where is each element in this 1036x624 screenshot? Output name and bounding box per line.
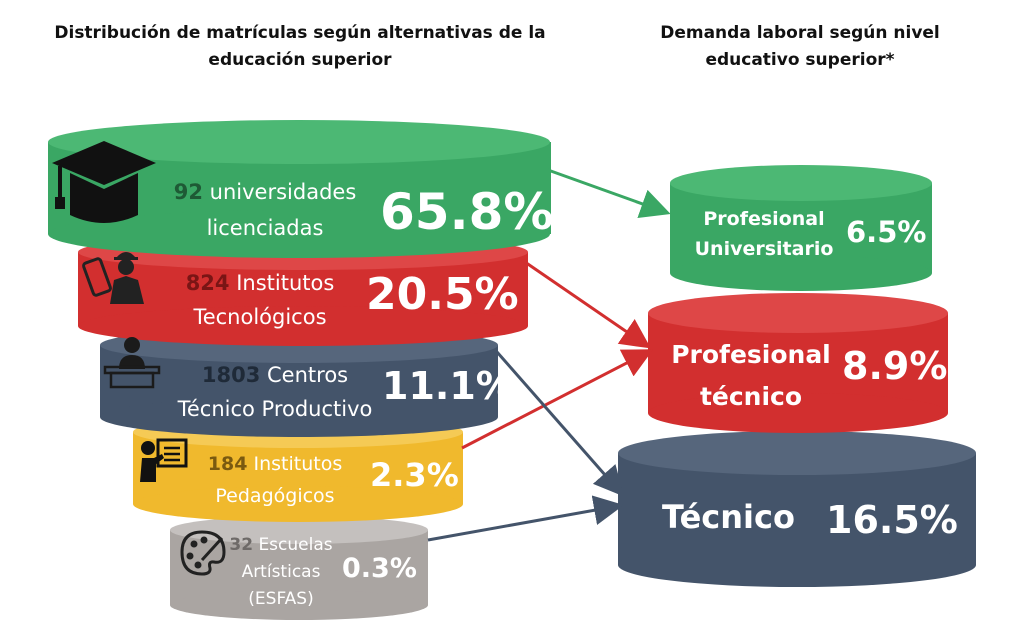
artisticas-name-line2: Artísticas (241, 562, 321, 582)
engineer-icon (82, 252, 144, 304)
demand-cylinder-profesional-tecnico (648, 293, 948, 433)
artisticas-count: 32 (229, 535, 254, 555)
artisticas-percent: 0.3% (342, 553, 417, 584)
art-palette-icon (180, 530, 226, 576)
universitario-name-line1: Profesional (703, 208, 825, 230)
profesional-tecnico-name-line1: Profesional (671, 340, 831, 369)
graduation-cap-icon (52, 141, 156, 223)
pedagogicos-percent: 2.3% (370, 456, 459, 494)
institutos-name-line1: Institutos (236, 271, 335, 295)
pedagogicos-count: 184 (207, 453, 248, 475)
speaker-podium-icon (103, 337, 161, 389)
universidades-name-line1: universidades (209, 180, 357, 204)
arrow-universidades-to-universitario (547, 168, 671, 219)
institutos-label: 824 Institutos Tecnológicos (160, 266, 360, 334)
artisticas-name-line1: Escuelas (258, 535, 333, 555)
institutos-percent: 20.5% (366, 269, 519, 320)
left-title: Distribución de matrículas según alterna… (54, 23, 546, 70)
demand-cylinder-profesional-universitario (670, 165, 932, 291)
centros-percent: 11.1% (382, 364, 514, 408)
teacher-board-icon (140, 438, 188, 482)
right-title: Demanda laboral según nivel educativo su… (660, 23, 940, 70)
profesional-tecnico-name-line2: técnico (699, 382, 803, 411)
universitario-name-line2: Universitario (694, 238, 834, 260)
universidades-count: 92 (173, 180, 203, 204)
institutos-name-line2: Tecnológicos (193, 305, 327, 329)
universitario-label: Profesional Universitario (684, 204, 844, 264)
profesional-tecnico-label: Profesional técnico (666, 334, 836, 418)
institutos-count: 824 (185, 271, 230, 295)
tecnico-percent: 16.5% (826, 498, 958, 542)
pedagogicos-name-line2: Pedagógicos (215, 485, 335, 507)
demand-cylinder-tecnico (618, 431, 976, 587)
tecnico-name: Técnico (662, 498, 795, 536)
universidades-percent: 65.8% (380, 183, 554, 241)
artisticas-label: 32 Escuelas Artísticas (ESFAS) (216, 532, 346, 613)
universitario-percent: 6.5% (846, 215, 927, 249)
funnel-tier-artisticas (170, 516, 428, 620)
pedagogicos-label: 184 Institutos Pedagógicos (190, 448, 360, 512)
profesional-tecnico-percent: 8.9% (842, 344, 948, 388)
centros-name-line2: Técnico Productivo (177, 397, 373, 421)
centros-name-line1: Centros (267, 363, 349, 387)
pedagogicos-name-line1: Institutos (253, 453, 343, 475)
universidades-name-line2: licenciadas (206, 216, 324, 240)
arrow-pedagogicos-to-profesional-tecnico (461, 349, 654, 450)
centros-count: 1803 (201, 363, 261, 387)
arrow-institutos-to-profesional-tecnico (521, 258, 651, 349)
universidades-label: 92 universidades licenciadas (150, 174, 380, 246)
arrow-centros-to-tecnico (495, 351, 624, 497)
artisticas-name-line3: (ESFAS) (248, 589, 314, 609)
arrow-artisticas-to-tecnico (427, 495, 624, 542)
centros-label: 1803 Centros Técnico Productivo (150, 358, 400, 426)
